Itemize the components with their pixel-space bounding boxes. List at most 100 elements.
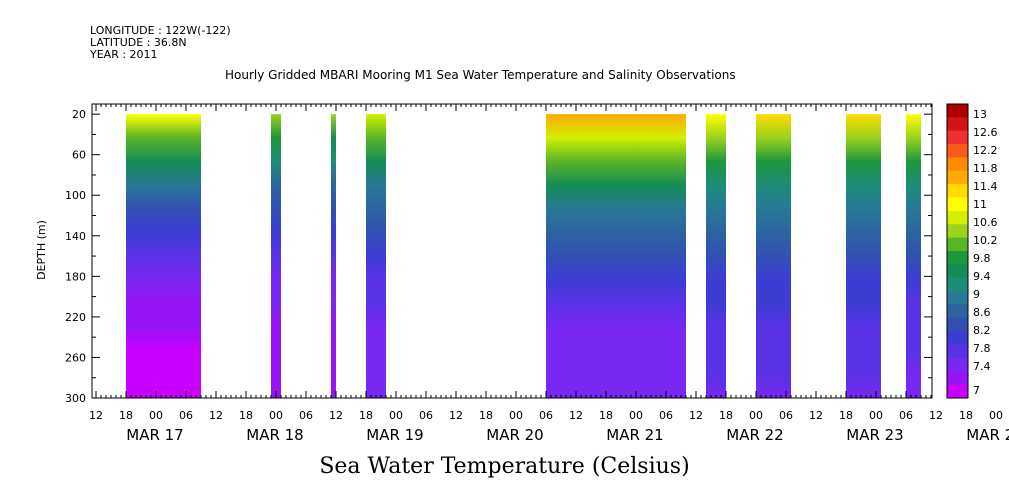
data-segment (366, 114, 386, 398)
y-tick-label: 20 (72, 108, 86, 121)
colorbar-label: 8.2 (973, 324, 991, 337)
colorbar-label: 9.4 (973, 270, 991, 283)
x-tick-label: 18 (719, 409, 733, 422)
colorbar-swatch (947, 277, 968, 292)
x-tick-label: 18 (239, 409, 253, 422)
colorbar-swatch (947, 304, 968, 319)
plot-frame (91, 103, 933, 399)
colorbar-swatch (947, 130, 968, 145)
x-tick-label: 00 (869, 409, 883, 422)
data-segment (546, 114, 686, 398)
y-tick-label: 140 (65, 230, 86, 243)
colorbar-label: 10.6 (973, 216, 998, 229)
x-day-label: MAR 24 (966, 426, 1009, 444)
y-tick-label: 260 (65, 351, 86, 364)
colorbar-swatch (947, 117, 968, 132)
colorbar-swatch (947, 344, 968, 359)
x-tick-label: 12 (569, 409, 583, 422)
x-tick-label: 00 (389, 409, 403, 422)
x-day-label: MAR 23 (846, 426, 903, 444)
x-tick-label: 00 (509, 409, 523, 422)
data-segment (846, 114, 881, 398)
colorbar-swatch (947, 157, 968, 172)
x-axis: 12 18 00 06 12 18 00 06 12 18 00 06 12 18 00 06 12 18 00 06… (89, 104, 1009, 444)
y-tick-label: 220 (65, 311, 86, 324)
colorbar-swatch (947, 331, 968, 346)
colorbar-swatch (947, 251, 968, 265)
colorbar-label: 11.4 (973, 180, 998, 193)
colorbar-label: 11 (973, 198, 987, 211)
colorbar-swatch (947, 357, 968, 372)
x-tick-label: 00 (989, 409, 1003, 422)
colorbar-label: 7.4 (973, 360, 991, 373)
x-tick-label: 12 (329, 409, 343, 422)
data-segment (906, 114, 921, 398)
y-axis-label: DEPTH (m) (35, 220, 48, 280)
x-day-label: MAR 17 (126, 426, 183, 444)
colorbar-swatch (947, 144, 968, 158)
chart-title: Hourly Gridded MBARI Mooring M1 Sea Wate… (225, 68, 736, 82)
y-tick-label: 300 (65, 392, 86, 405)
colorbar-swatch (947, 371, 968, 386)
colorbar-label: 9.8 (973, 252, 991, 265)
colorbar: 13 12.6 12.2 11.8 11.4 11 10.6 10.2 9.8 9.4 9 8.6 8.… (946, 103, 998, 399)
x-tick-label: 12 (689, 409, 703, 422)
colorbar-label: 13 (973, 108, 987, 121)
colorbar-label: 12.2 (973, 144, 998, 157)
x-tick-label: 18 (479, 409, 493, 422)
colorbar-swatch (947, 197, 968, 212)
colorbar-swatch (947, 184, 968, 199)
colorbar-swatch (947, 104, 968, 118)
colorbar-label: 10.2 (973, 234, 998, 247)
data-segment (706, 114, 726, 398)
data-segments (126, 114, 921, 398)
colorbar-swatch (947, 264, 968, 279)
colorbar-swatch (947, 237, 968, 252)
colorbar-swatch (947, 317, 968, 332)
colorbar-label: 12.6 (973, 126, 998, 139)
y-tick-label: 100 (65, 189, 86, 202)
colorbar-swatch (947, 210, 968, 225)
x-tick-label: 00 (749, 409, 763, 422)
data-segment (756, 114, 791, 398)
latitude-label: LATITUDE : 36.8N (90, 36, 187, 49)
x-tick-label: 06 (419, 409, 433, 422)
x-tick-label: 00 (629, 409, 643, 422)
x-day-label: MAR 21 (606, 426, 663, 444)
x-tick-label: 00 (269, 409, 283, 422)
x-tick-label: 12 (89, 409, 103, 422)
data-segment (331, 114, 336, 398)
x-day-label: MAR 18 (246, 426, 303, 444)
colorbar-label: 9 (973, 288, 980, 301)
colorbar-label: 8.6 (973, 306, 991, 319)
colorbar-label: 11.8 (973, 162, 998, 175)
colorbar-label: 7.8 (973, 342, 991, 355)
x-tick-label: 12 (809, 409, 823, 422)
x-tick-label: 00 (149, 409, 163, 422)
y-axis: 20 60 100 140 180 220 260 300 (65, 108, 932, 405)
colorbar-swatch (947, 224, 968, 239)
x-tick-label: 18 (359, 409, 373, 422)
x-tick-label: 06 (179, 409, 193, 422)
colorbar-swatch (947, 291, 968, 305)
x-tick-label: 06 (659, 409, 673, 422)
variable-title: Sea Water Temperature (Celsius) (319, 454, 690, 479)
x-tick-label: 06 (299, 409, 313, 422)
data-segment (271, 114, 281, 398)
longitude-label: LONGITUDE : 122W(-122) (90, 24, 231, 37)
x-day-label: MAR 19 (366, 426, 423, 444)
x-tick-label: 12 (449, 409, 463, 422)
y-tick-label: 180 (65, 270, 86, 283)
x-tick-label: 18 (839, 409, 853, 422)
y-tick-label: 60 (72, 149, 86, 162)
colorbar-swatch (947, 170, 968, 185)
x-tick-label: 12 (209, 409, 223, 422)
colorbar-swatch (947, 384, 968, 399)
x-tick-label: 06 (779, 409, 793, 422)
plot-border (91, 103, 933, 399)
x-tick-label: 06 (899, 409, 913, 422)
x-tick-label: 18 (959, 409, 973, 422)
x-day-label: MAR 22 (726, 426, 783, 444)
year-label: YEAR : 2011 (90, 48, 158, 61)
